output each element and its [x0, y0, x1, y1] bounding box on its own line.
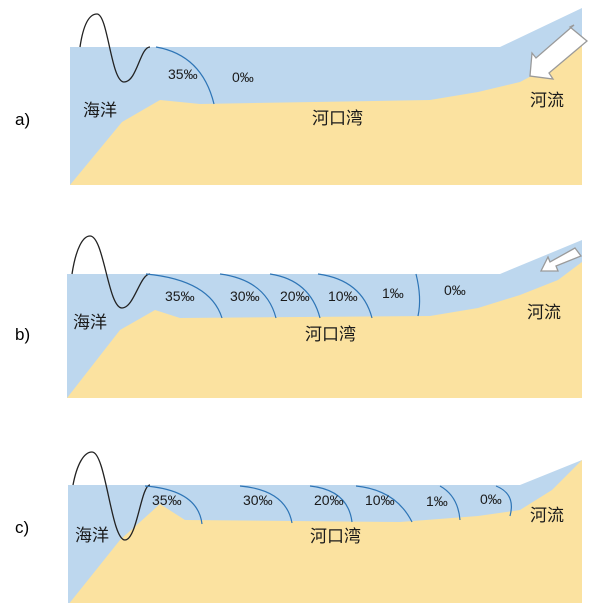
panel-b-ocean-label: 海洋: [73, 313, 107, 333]
panel-a-salinity-35: 35‰: [168, 66, 198, 82]
panel-c-isohaline-30: [239, 485, 293, 524]
panel-a-label: a): [15, 110, 30, 129]
panel-c-salinity-1: 1‰: [426, 493, 448, 509]
panel-c-estuary-label: 河口湾: [310, 527, 361, 547]
panel-c-salinity-30: 30‰: [243, 492, 273, 508]
panel-b-isohaline-1: [415, 273, 421, 317]
panel-b-salinity-1: 1‰: [382, 285, 404, 301]
panel-c: c) 海洋 河口湾 河流 35‰ 30‰ 20‰ 10‰ 1‰ 0‰: [15, 451, 582, 603]
panel-b-salinity-35: 35‰: [165, 288, 195, 304]
panel-a-tide-wave: [79, 13, 151, 83]
panel-a-ocean-label: 海洋: [83, 101, 117, 121]
panel-c-sediment: [69, 460, 582, 603]
panel-b-tide-wave: [71, 235, 151, 309]
panel-a: a) 海洋 河口湾 河流 35‰ 0‰: [15, 8, 589, 185]
panel-a-sediment: [70, 42, 582, 185]
panel-b-isohaline-20: [269, 273, 321, 319]
panel-c-isohaline-0: [495, 485, 512, 517]
panel-c-salinity-35: 35‰: [152, 492, 182, 508]
panel-b-isohaline-35: [145, 273, 223, 319]
panel-b-river-label: 河流: [527, 303, 561, 323]
panel-c-isohaline-35: [144, 485, 203, 525]
panel-b: b) 海洋 河口湾 河流 35‰ 30‰ 20‰ 10‰ 1‰ 0‰: [15, 235, 583, 398]
panel-b-isohaline-10: [317, 273, 373, 319]
panel-c-salinity-20: 20‰: [314, 492, 344, 508]
panel-c-isohaline-1: [439, 485, 461, 521]
panel-b-estuary-label: 河口湾: [305, 325, 356, 345]
panel-b-salinity-0: 0‰: [444, 282, 466, 298]
panel-b-label: b): [15, 325, 30, 344]
panel-c-salinity-10: 10‰: [365, 492, 395, 508]
panel-c-label: c): [15, 518, 29, 537]
panel-a-river-flow-arrow: [529, 24, 589, 80]
panel-a-isohaline-35: [155, 46, 215, 105]
panel-b-isohaline-30: [219, 273, 277, 319]
panel-a-salinity-0: 0‰: [232, 69, 254, 85]
panel-b-salinity-20: 20‰: [280, 288, 310, 304]
panel-c-river-label: 河流: [530, 506, 564, 526]
panel-a-estuary-label: 河口湾: [312, 109, 363, 129]
panel-b-sediment: [67, 262, 582, 398]
panel-b-salinity-10: 10‰: [328, 288, 358, 304]
panel-c-salinity-0: 0‰: [480, 491, 502, 507]
panel-a-river-label: 河流: [530, 91, 564, 111]
panel-c-tide-wave: [72, 451, 151, 541]
panel-c-isohaline-10: [355, 485, 413, 523]
panel-b-river-flow-arrow: [539, 247, 583, 272]
panel-b-salinity-30: 30‰: [230, 288, 260, 304]
panel-c-isohaline-20: [309, 485, 353, 523]
panel-c-ocean-label: 海洋: [75, 526, 109, 546]
